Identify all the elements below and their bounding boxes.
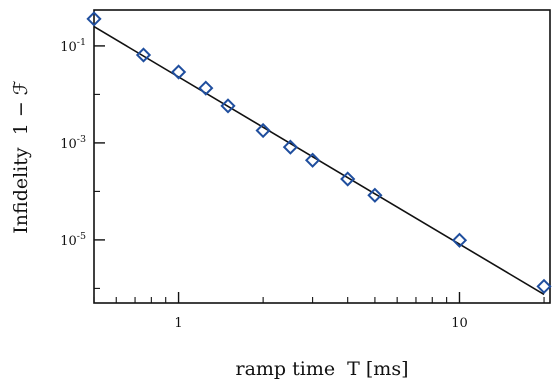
data-point <box>220 98 236 114</box>
y-axis-ticks: 10-1 10-3 10-5 <box>60 37 105 289</box>
x-axis-ticks: 1 10 <box>93 292 545 331</box>
data-point <box>198 80 214 96</box>
y-tick-label: 10-1 <box>60 37 86 55</box>
y-tick-label: 10-5 <box>60 231 86 249</box>
data-point <box>135 47 152 63</box>
data-point <box>367 187 383 203</box>
x-tick-label: 1 <box>174 316 182 331</box>
y-axis-title: Infidelity 1 − ℱ <box>10 80 32 234</box>
data-point <box>170 64 187 80</box>
plot-frame <box>93 9 551 304</box>
data-point <box>451 232 468 248</box>
data-point <box>340 171 356 187</box>
data-point <box>255 122 271 139</box>
data-point <box>304 152 321 168</box>
data-point <box>536 278 552 295</box>
data-point <box>282 139 299 155</box>
data-point <box>86 11 102 27</box>
data-points <box>86 11 552 295</box>
y-tick-label: 10-3 <box>60 134 86 152</box>
x-tick-label: 10 <box>451 316 468 331</box>
x-axis-title: ramp time T [ms] <box>236 358 409 380</box>
